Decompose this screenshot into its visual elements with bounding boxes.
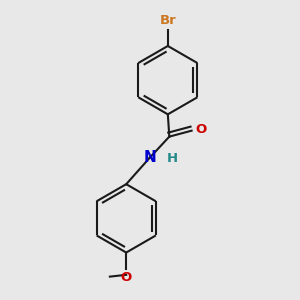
Text: O: O <box>195 123 206 136</box>
Text: N: N <box>144 150 156 165</box>
Text: O: O <box>121 271 132 284</box>
Text: H: H <box>166 152 178 165</box>
Text: Br: Br <box>160 14 176 27</box>
